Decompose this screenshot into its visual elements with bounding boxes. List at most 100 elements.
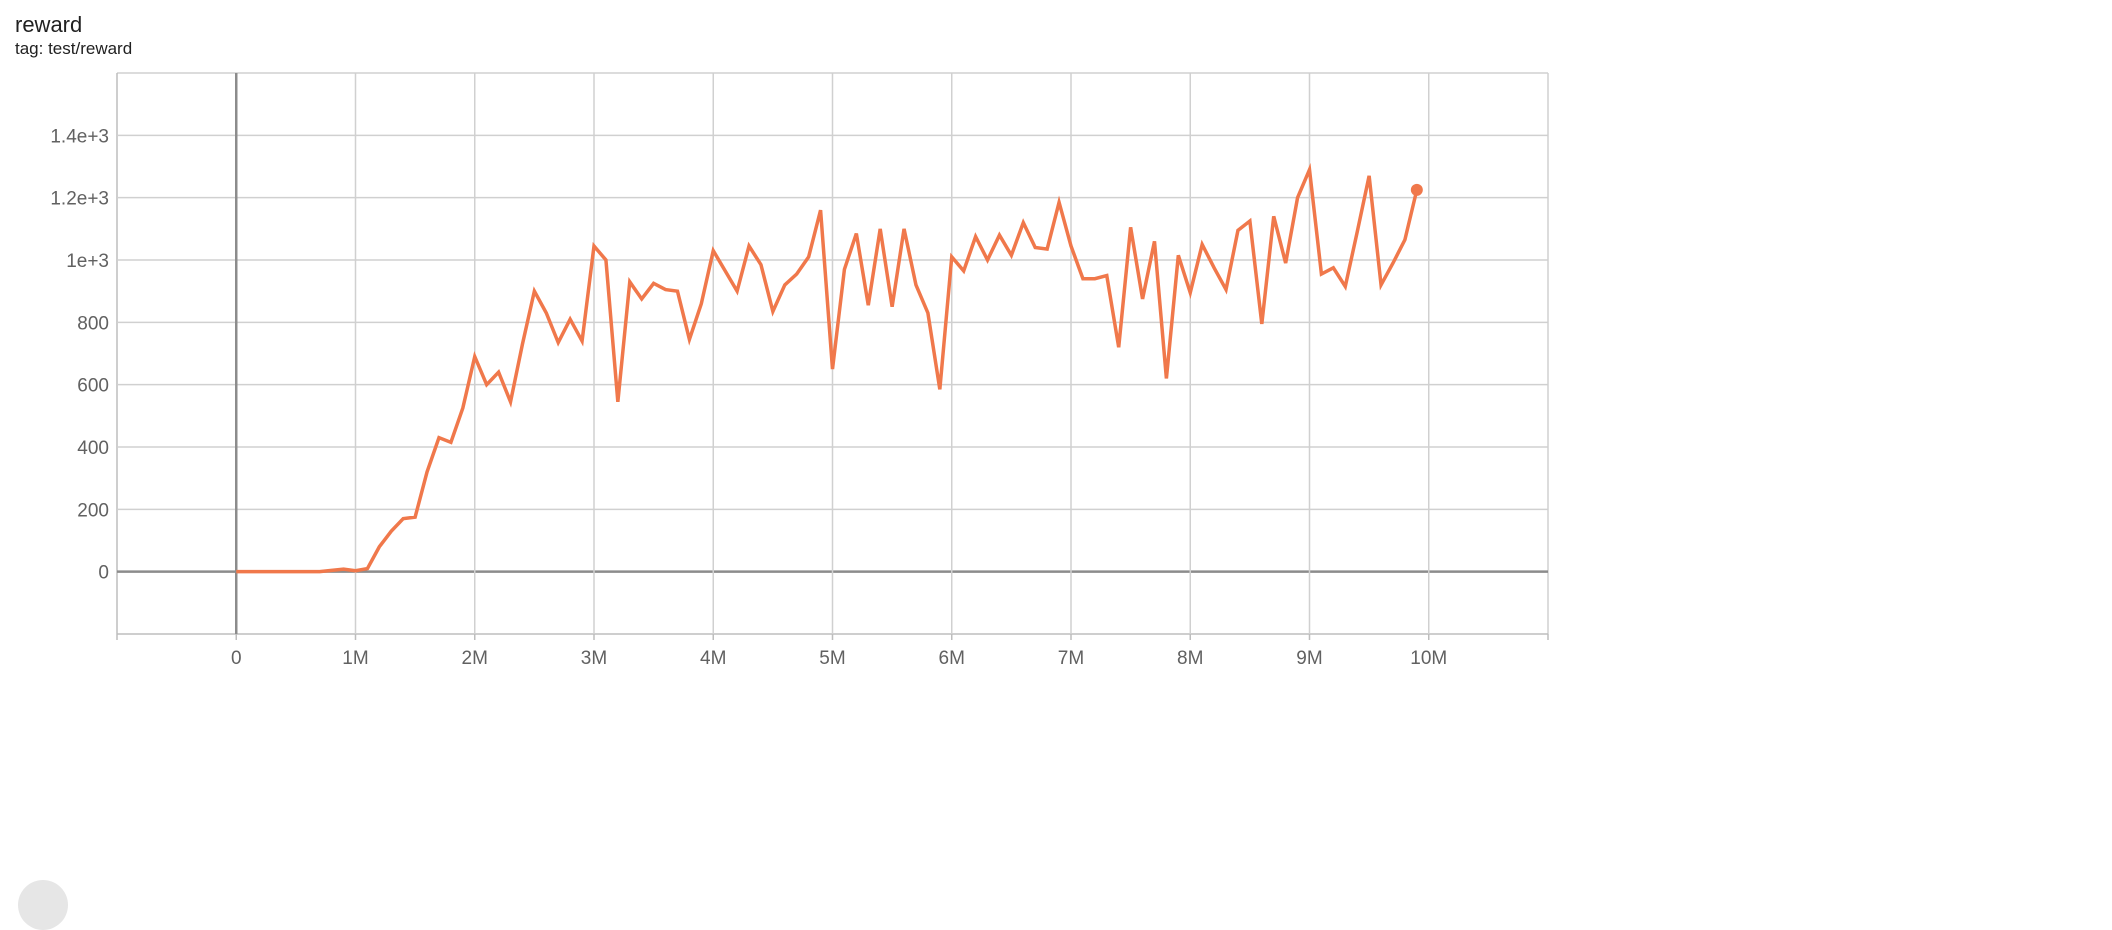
data-point xyxy=(783,283,787,287)
data-point xyxy=(449,440,453,444)
data-point xyxy=(1236,228,1240,232)
data-point xyxy=(807,255,811,259)
x-tick-label: 9M xyxy=(1296,648,1322,669)
data-point xyxy=(389,529,393,533)
x-tick-label: 8M xyxy=(1177,648,1203,669)
data-point xyxy=(1260,322,1264,326)
data-point xyxy=(1224,288,1228,292)
data-point xyxy=(1343,284,1347,288)
data-point xyxy=(234,570,238,574)
data-point xyxy=(640,297,644,301)
data-point xyxy=(747,244,751,248)
data-point xyxy=(675,289,679,293)
data-point xyxy=(986,258,990,262)
data-point xyxy=(926,311,930,315)
data-point xyxy=(1069,244,1073,248)
data-point xyxy=(1403,238,1407,242)
data-point xyxy=(771,309,775,313)
y-tick-label: 800 xyxy=(77,313,109,334)
data-point xyxy=(497,370,501,374)
data-point xyxy=(377,545,381,549)
data-point xyxy=(997,233,1001,237)
data-point xyxy=(687,337,691,341)
data-point xyxy=(878,227,882,231)
data-point xyxy=(866,303,870,307)
data-point xyxy=(294,570,298,574)
data-point xyxy=(1009,253,1013,257)
data-point xyxy=(473,355,477,359)
x-tick-label: 2M xyxy=(462,648,488,669)
data-point xyxy=(1152,239,1156,243)
data-point xyxy=(1176,253,1180,257)
data-point xyxy=(425,470,429,474)
data-point xyxy=(509,400,513,404)
data-point xyxy=(520,342,524,346)
reward-series-line xyxy=(236,162,1419,574)
data-point xyxy=(318,570,322,574)
x-tick-label: 0 xyxy=(231,648,242,669)
data-point xyxy=(1129,225,1133,229)
data-point xyxy=(485,383,489,387)
data-point xyxy=(1117,345,1121,349)
data-point xyxy=(711,249,715,253)
data-point xyxy=(1200,242,1204,246)
data-point xyxy=(616,400,620,404)
data-point xyxy=(890,305,894,309)
x-tick-label: 5M xyxy=(819,648,845,669)
data-point xyxy=(365,567,369,571)
x-tick-label: 3M xyxy=(581,648,607,669)
data-point xyxy=(556,341,560,345)
data-point xyxy=(1105,274,1109,278)
data-point xyxy=(652,281,656,285)
data-point xyxy=(735,289,739,293)
data-point xyxy=(795,272,799,276)
data-point xyxy=(413,515,417,519)
last-point-marker xyxy=(1410,183,1423,196)
y-tick-label: 0 xyxy=(98,563,109,584)
data-point xyxy=(699,302,703,306)
data-point xyxy=(1272,214,1276,218)
data-point xyxy=(544,311,548,315)
data-point xyxy=(461,406,465,410)
data-point xyxy=(1021,221,1025,225)
data-point xyxy=(831,367,835,371)
data-point xyxy=(1319,272,1323,276)
x-tick-label: 4M xyxy=(700,648,726,669)
data-point xyxy=(1045,247,1049,251)
y-tick-label: 600 xyxy=(77,376,109,397)
data-point xyxy=(1355,230,1359,234)
data-point xyxy=(568,317,572,321)
data-point xyxy=(580,339,584,343)
data-point xyxy=(592,244,596,248)
data-point xyxy=(914,283,918,287)
data-point xyxy=(330,568,334,572)
x-tick-label: 1M xyxy=(342,648,368,669)
data-point xyxy=(1212,266,1216,270)
data-point xyxy=(1141,297,1145,301)
data-point xyxy=(1081,277,1085,281)
y-tick-label: 400 xyxy=(77,438,109,459)
corner-button[interactable] xyxy=(18,880,68,930)
y-tick-label: 1.2e+3 xyxy=(50,189,109,210)
chart-title: reward xyxy=(15,12,83,37)
data-point xyxy=(1331,266,1335,270)
data-point xyxy=(604,258,608,262)
data-point xyxy=(342,567,346,571)
data-point xyxy=(628,280,632,284)
data-point xyxy=(354,569,358,573)
data-point xyxy=(1308,168,1312,172)
data-point xyxy=(1391,261,1395,265)
reward-chart[interactable]: 0 200 400 600 800 1e+3 1.2e+3 1.4e+3 0 1M 2M 3M 4M 5M… xyxy=(0,0,2112,908)
data-point xyxy=(437,436,441,440)
y-tick-label: 200 xyxy=(77,500,109,521)
x-tick-label: 10M xyxy=(1410,648,1447,669)
data-point xyxy=(401,517,405,521)
y-tick-label: 1e+3 xyxy=(66,251,109,272)
data-point xyxy=(842,267,846,271)
data-point xyxy=(1164,376,1168,380)
data-point xyxy=(1248,219,1252,223)
data-point xyxy=(1367,174,1371,178)
data-point xyxy=(819,208,823,212)
x-tick-label: 7M xyxy=(1058,648,1084,669)
data-point xyxy=(962,269,966,273)
